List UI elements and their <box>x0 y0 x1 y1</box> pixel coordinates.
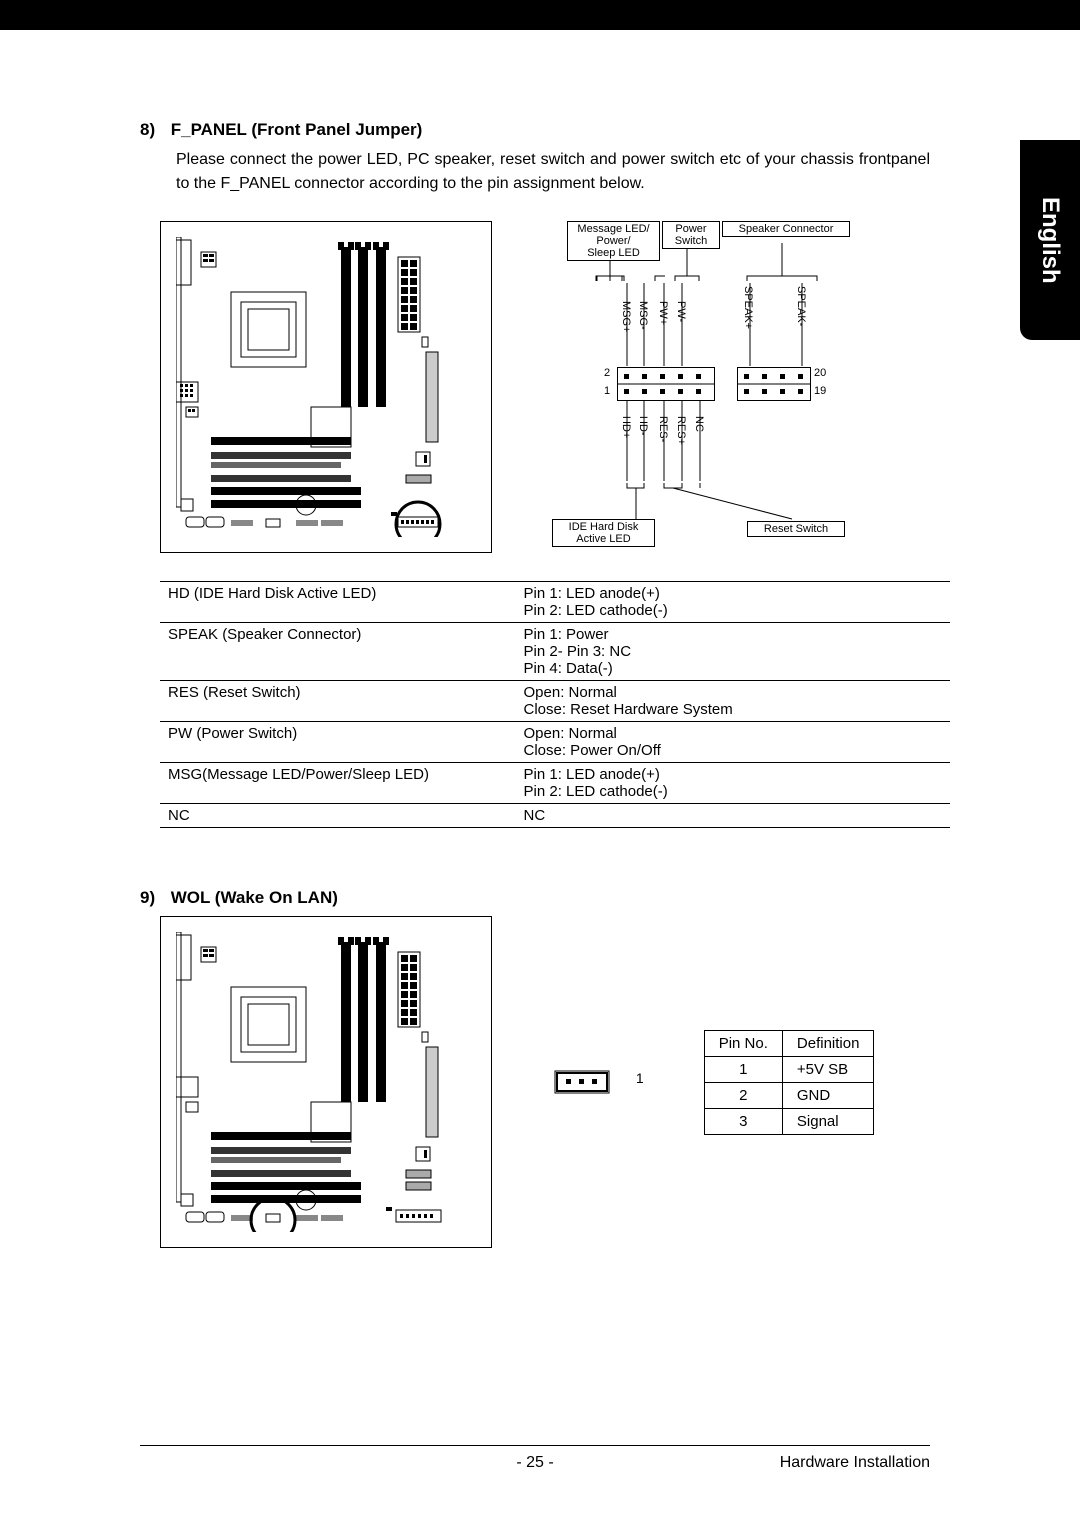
page-number: - 25 - <box>403 1454 666 1472</box>
lbl-msgp: MSG+ <box>620 301 632 332</box>
table-cell: 2 <box>704 1082 782 1108</box>
table-cell: 3 <box>704 1108 782 1134</box>
lbl-resm: RES- <box>657 416 669 442</box>
table-cell: MSG(Message LED/Power/Sleep LED) <box>160 763 516 804</box>
lbl-2: 2 <box>604 367 610 379</box>
lbl-hdp: HD+ <box>620 416 632 438</box>
lbl-hdm: HD- <box>637 416 649 436</box>
label-rst: Reset Switch <box>747 521 845 537</box>
section9-heading: 9) WOL (Wake On LAN) <box>140 888 930 908</box>
footer-label: Hardware Installation <box>667 1454 930 1472</box>
section8-num: 8) <box>140 120 166 140</box>
section9-num: 9) <box>140 888 166 908</box>
table-cell: 1 <box>704 1056 782 1082</box>
section8-desc: Please connect the power LED, PC speaker… <box>176 148 930 196</box>
table-cell: Signal <box>782 1108 874 1134</box>
table-cell: SPEAK (Speaker Connector) <box>160 623 516 681</box>
table-cell: GND <box>782 1082 874 1108</box>
label-hdd: IDE Hard Disk Active LED <box>552 519 655 547</box>
lbl-resp: RES+ <box>675 416 687 445</box>
page-footer: - 25 - Hardware Installation <box>140 1445 930 1472</box>
table-cell: PW (Power Switch) <box>160 722 516 763</box>
lbl-19: 19 <box>814 385 826 397</box>
wol-pin1-label: 1 <box>636 1070 644 1086</box>
fpanel-pin-diagram: Message LED/ Power/ Sleep LED Power Swit… <box>532 221 902 571</box>
pin-block-left <box>617 367 715 401</box>
table-cell: RES (Reset Switch) <box>160 681 516 722</box>
main-content: 8) F_PANEL (Front Panel Jumper) Please c… <box>140 120 930 1248</box>
lbl-pwp: PW+ <box>657 301 669 325</box>
lbl-20: 20 <box>814 367 826 379</box>
lbl-spkp: SPEAK+ <box>742 286 754 329</box>
motherboard-diagram-2 <box>160 916 492 1248</box>
table-cell: Open: Normal Close: Power On/Off <box>516 722 951 763</box>
lbl-spkm: SPEAK- <box>795 286 807 326</box>
table-cell: +5V SB <box>782 1056 874 1082</box>
fpanel-table: HD (IDE Hard Disk Active LED)Pin 1: LED … <box>160 581 950 828</box>
language-tab: English <box>1020 140 1080 340</box>
section8-title: F_PANEL (Front Panel Jumper) <box>171 120 423 139</box>
table-cell: Open: Normal Close: Reset Hardware Syste… <box>516 681 951 722</box>
table-cell: HD (IDE Hard Disk Active LED) <box>160 582 516 623</box>
table-cell: NC <box>160 804 516 828</box>
lbl-msgm: MSG- <box>637 301 649 330</box>
table-cell: Pin 1: LED anode(+) Pin 2: LED cathode(-… <box>516 582 951 623</box>
table-cell: Pin 1: Power Pin 2- Pin 3: NC Pin 4: Dat… <box>516 623 951 681</box>
lbl-nc: NC <box>693 416 705 432</box>
section9-figures: 1 Pin No. Definition 1+5V SB2GND3Signal <box>160 916 930 1248</box>
table-cell: Pin 1: LED anode(+) Pin 2: LED cathode(-… <box>516 763 951 804</box>
section9-title: WOL (Wake On LAN) <box>171 888 338 907</box>
pin-block-right <box>737 367 811 401</box>
motherboard-diagram-1 <box>160 221 492 553</box>
lbl-pwm: PW- <box>675 301 687 322</box>
wol-th2: Definition <box>782 1030 874 1056</box>
wol-th1: Pin No. <box>704 1030 782 1056</box>
page-top-bar <box>0 0 1080 30</box>
section8-heading: 8) F_PANEL (Front Panel Jumper) <box>140 120 930 140</box>
section8-figures: Message LED/ Power/ Sleep LED Power Swit… <box>160 221 930 571</box>
table-cell: NC <box>516 804 951 828</box>
wol-pin-table: Pin No. Definition 1+5V SB2GND3Signal <box>704 1030 875 1135</box>
wol-connector-diagram: 1 <box>552 1061 644 1104</box>
lbl-1: 1 <box>604 385 610 397</box>
